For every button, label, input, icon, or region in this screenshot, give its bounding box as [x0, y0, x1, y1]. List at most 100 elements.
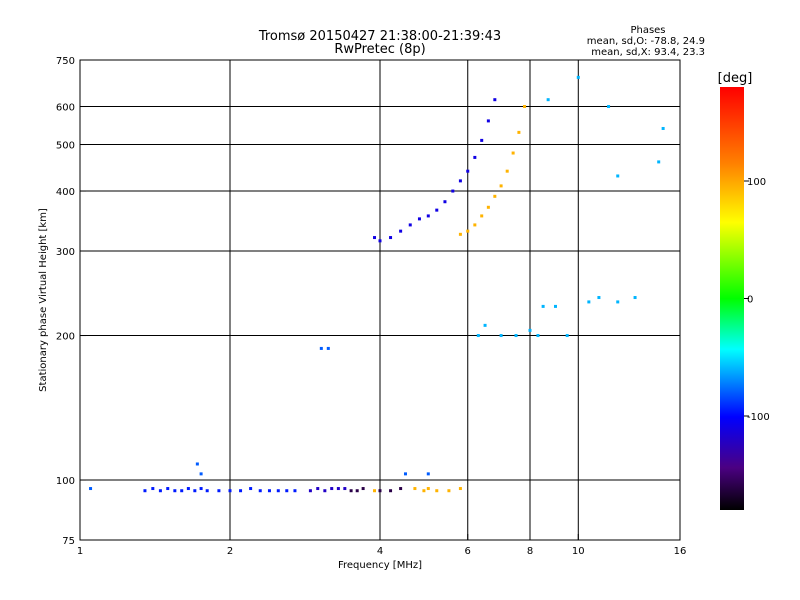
data-point	[493, 98, 497, 102]
data-point	[435, 489, 439, 493]
data-point	[458, 232, 462, 236]
data-point	[607, 105, 611, 109]
colorbar-ticks: 100 0 -100	[744, 177, 770, 423]
data-point	[597, 296, 601, 300]
y-axis-label: Stationary phase Virtual Height [km]	[38, 208, 49, 392]
data-point	[466, 169, 470, 173]
data-point	[553, 304, 557, 308]
data-point	[466, 229, 470, 233]
data-point	[426, 472, 430, 476]
data-point	[480, 138, 484, 142]
data-point	[403, 472, 407, 476]
data-point	[576, 75, 580, 79]
data-point	[505, 169, 509, 173]
colorbar-tick-label: 100	[747, 177, 766, 188]
data-point	[443, 200, 447, 204]
data-point	[276, 489, 280, 493]
data-point	[426, 214, 430, 218]
data-point	[249, 487, 253, 491]
data-point	[633, 296, 637, 300]
data-point	[378, 489, 382, 493]
data-point	[205, 489, 209, 493]
phases-line-o: mean, sd,O: -78.8, 24.9	[587, 36, 705, 47]
y-tick-label: 200	[56, 332, 75, 343]
data-point	[486, 205, 490, 209]
data-point	[308, 489, 312, 493]
data-point	[661, 126, 665, 130]
x-tick-label: 6	[465, 546, 471, 557]
y-tick-label: 75	[62, 536, 75, 547]
data-point	[293, 489, 297, 493]
y-tick-label: 500	[56, 141, 75, 152]
data-point	[239, 489, 243, 493]
data-point	[483, 323, 487, 327]
tick-layer: 1 2 4 6 8 10 16 75 100 200 300 400 500 600 750	[56, 56, 686, 557]
data-point	[195, 462, 199, 466]
data-point	[326, 346, 330, 350]
data-point	[514, 334, 518, 338]
y-tick-label: 100	[56, 476, 75, 487]
data-point	[399, 229, 403, 233]
data-point	[528, 328, 532, 332]
data-point	[316, 487, 320, 491]
x-tick-label: 2	[227, 546, 233, 557]
data-point	[151, 487, 155, 491]
data-point	[426, 487, 430, 491]
data-point	[493, 194, 497, 198]
data-point	[546, 98, 550, 102]
data-point	[399, 487, 403, 491]
data-point	[447, 489, 451, 493]
data-point	[361, 487, 365, 491]
data-point	[413, 487, 417, 491]
data-point	[458, 179, 462, 183]
data-point	[473, 155, 477, 159]
data-point	[616, 174, 620, 178]
data-point	[323, 489, 327, 493]
colorbar-tick-label: 0	[747, 295, 753, 306]
data-point	[480, 214, 484, 218]
colorbar	[720, 87, 744, 510]
y-tick-label: 400	[56, 187, 75, 198]
data-point	[158, 489, 162, 493]
data-point	[511, 151, 515, 155]
colorbar-label: [deg]	[718, 71, 753, 86]
x-tick-label: 16	[674, 546, 687, 557]
data-point	[499, 334, 503, 338]
data-point	[378, 239, 382, 243]
data-point	[186, 487, 190, 491]
data-point	[587, 300, 591, 304]
data-point	[486, 119, 490, 123]
data-point	[451, 189, 455, 193]
x-tick-label: 1	[77, 546, 83, 557]
data-point	[408, 223, 412, 227]
data-point	[143, 489, 147, 493]
data-point	[330, 487, 334, 491]
data-point	[285, 489, 289, 493]
phases-line-x: mean, sd,X: 93.4, 23.3	[591, 47, 705, 58]
data-point	[343, 487, 347, 491]
data-point	[173, 489, 177, 493]
data-point	[473, 223, 477, 227]
data-point	[435, 208, 439, 212]
data-point	[180, 489, 184, 493]
colorbar-tick-label: -100	[747, 412, 770, 423]
data-point	[458, 487, 462, 491]
data-point	[319, 346, 323, 350]
data-point	[616, 300, 620, 304]
data-point	[523, 105, 527, 109]
data-point	[536, 334, 540, 338]
data-point	[89, 487, 93, 491]
y-tick-label: 300	[56, 247, 75, 258]
data-point	[349, 489, 353, 493]
data-point	[389, 489, 393, 493]
data-point	[199, 472, 203, 476]
data-point	[657, 160, 661, 164]
data-point	[417, 217, 421, 221]
x-axis-label: Frequency [MHz]	[338, 560, 422, 571]
data-point	[373, 236, 377, 240]
y-tick-label: 600	[56, 103, 75, 114]
data-points-layer	[89, 75, 665, 493]
data-point	[541, 304, 545, 308]
x-tick-label: 10	[572, 546, 585, 557]
